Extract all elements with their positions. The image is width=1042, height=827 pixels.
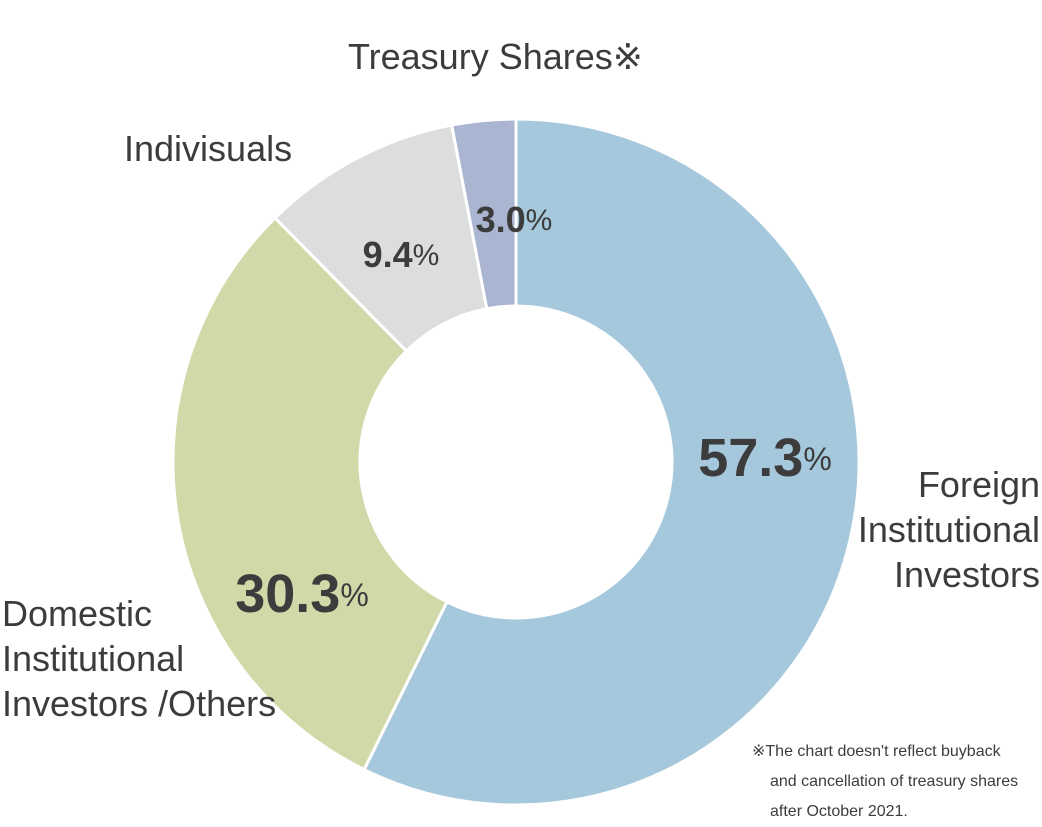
footnote-line-2: and cancellation of treasury shares: [770, 773, 1019, 790]
value-label-3: 3.0%: [476, 199, 553, 240]
category-labels: Foreign Institutional Investors Domestic Ins…: [2, 36, 1040, 724]
value-label-2: 9.4%: [363, 234, 440, 275]
slice-3: [449, 117, 518, 311]
slice-1: [171, 215, 449, 772]
category-label-0: Foreign Institutional Investors: [858, 464, 1040, 595]
category-label-3: Treasury Shares※: [348, 36, 643, 77]
chart-footnote: ※The chart doesn't reflect buyback and c…: [752, 737, 1037, 827]
footnote-line-3: after October 2021.: [770, 803, 908, 820]
slice-0: [362, 117, 861, 807]
value-label-0: 57.3%: [698, 428, 832, 488]
value-labels: 57.3% 30.3% 9.4% 3.0%: [235, 199, 832, 625]
slice-2: [272, 123, 489, 354]
category-label-2: Indivisuals: [124, 128, 292, 169]
category-label-1: Domestic Institutional Investors /Others: [2, 593, 276, 724]
value-label-1: 30.3%: [235, 564, 369, 624]
donut-slices: [171, 117, 861, 807]
footnote-line-1: ※The chart doesn't reflect buyback: [752, 743, 1001, 760]
